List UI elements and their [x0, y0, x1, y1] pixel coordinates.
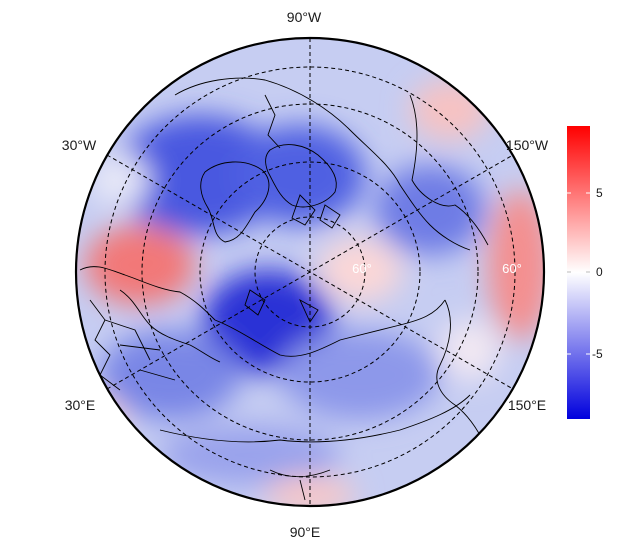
coastlines — [79, 77, 489, 501]
meridian-line — [106, 154, 514, 390]
europe-coast — [79, 266, 216, 321]
longitude-label-upper-right: 150°W — [506, 137, 549, 153]
colorbar-tick-label: 5 — [596, 186, 603, 200]
negative-anomaly-patch — [375, 165, 485, 255]
negative-anomaly-patch — [115, 115, 285, 235]
longitude-label-lower-left: 30°E — [65, 397, 96, 413]
positive-anomaly-patch — [85, 225, 195, 305]
greenland-outline — [200, 161, 270, 243]
negative-anomaly-patch — [235, 125, 365, 225]
western-europe-borders — [89, 299, 121, 391]
longitude-label-bottom: 90°E — [290, 524, 321, 540]
negative-anomaly-patch — [280, 330, 440, 420]
canadian-archipelago-outline — [265, 144, 337, 208]
arctic-islands-outline — [291, 194, 341, 229]
positive-anomaly-patch — [440, 320, 500, 380]
map-boundary — [74, 36, 546, 508]
positive-anomaly-patch — [488, 190, 544, 340]
hudson-bay-coast — [264, 94, 281, 149]
colorbar: 5 0 -5 — [567, 126, 603, 419]
scandinavia-coast — [119, 289, 221, 363]
longitude-label-top: 90°W — [287, 9, 322, 25]
north-america-coast — [174, 77, 471, 251]
colorbar-tick-label: -5 — [592, 347, 603, 361]
russia-arctic-coast — [214, 299, 446, 357]
longitude-label-upper-left: 30°W — [62, 137, 97, 153]
latitude-circle — [199, 161, 421, 383]
east-siberia-coast — [436, 299, 486, 446]
latitude-label-outer: 60° — [502, 261, 522, 276]
european-borders — [104, 319, 176, 381]
asia-borders — [159, 394, 471, 443]
latitude-circle — [104, 66, 516, 478]
novaya-zemlya-outline — [244, 289, 319, 323]
longitude-label-lower-right: 150°E — [508, 397, 546, 413]
positive-anomaly-patch — [318, 238, 402, 302]
latitude-label-inner: 60° — [352, 261, 372, 276]
negative-anomaly-patch — [100, 330, 240, 420]
negative-anomaly-patch — [160, 425, 340, 485]
graticule — [104, 38, 516, 506]
colorbar-tick-label: 0 — [596, 265, 603, 279]
colorbar-gradient — [567, 126, 590, 419]
neutral-patch — [90, 155, 150, 205]
alaska-coast — [409, 94, 489, 246]
